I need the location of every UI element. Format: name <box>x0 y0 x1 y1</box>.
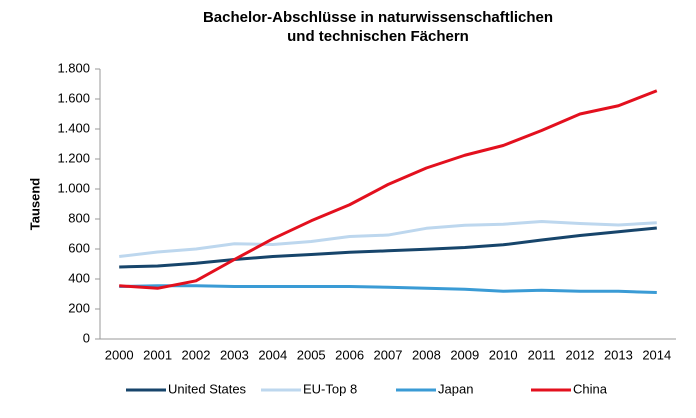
x-tick-label: 2012 <box>566 347 595 362</box>
y-tick-label: 400 <box>68 270 90 285</box>
legend-label: China <box>573 381 608 396</box>
y-tick-label: 600 <box>68 240 90 255</box>
legend-label: Japan <box>438 381 473 396</box>
y-tick-label: 1.600 <box>57 90 90 105</box>
legend-label: EU-Top 8 <box>303 381 357 396</box>
y-tick-label: 0 <box>83 330 90 345</box>
x-tick-label: 2002 <box>182 347 211 362</box>
x-tick-label: 2003 <box>220 347 249 362</box>
x-tick-label: 2009 <box>450 347 479 362</box>
y-tick-label: 800 <box>68 210 90 225</box>
x-tick-label: 2000 <box>105 347 134 362</box>
x-tick-label: 2011 <box>528 347 556 362</box>
y-tick-label: 1.200 <box>57 150 90 165</box>
series-line <box>119 226 657 269</box>
y-tick-label: 1.800 <box>57 60 90 75</box>
x-tick-label: 2005 <box>297 347 326 362</box>
chart-title: Bachelor-Abschlüsse in naturwissenschaft… <box>202 9 554 45</box>
y-tick-label: 1.000 <box>57 180 90 195</box>
x-tick-label: 2010 <box>489 347 518 362</box>
series-line <box>119 89 658 290</box>
x-tick-label: 2014 <box>642 347 671 362</box>
y-tick-label: 1.400 <box>57 120 90 135</box>
x-tick-label: 2008 <box>412 347 441 362</box>
x-tick-label: 2006 <box>335 347 364 362</box>
x-tick-label: 2004 <box>258 347 287 362</box>
series-line <box>119 284 657 294</box>
x-tick-label: 2001 <box>143 347 172 362</box>
series-line <box>119 220 657 258</box>
x-tick-label: 2013 <box>604 347 633 362</box>
x-tick-label: 2007 <box>374 347 403 362</box>
y-tick-label: 200 <box>68 300 90 315</box>
y-axis-label: Tausend <box>27 178 42 231</box>
legend-label: United States <box>168 381 247 396</box>
